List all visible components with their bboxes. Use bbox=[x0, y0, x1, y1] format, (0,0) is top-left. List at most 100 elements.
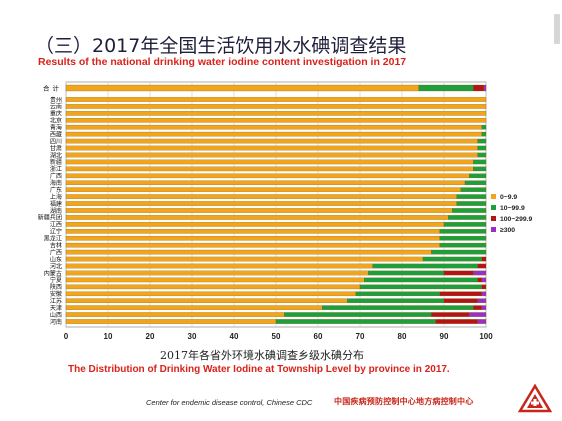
bar-segment bbox=[65, 312, 285, 317]
cdc-logo-icon bbox=[517, 384, 553, 413]
y-category-label: 浙江 bbox=[50, 165, 62, 173]
y-category-label: 合计 bbox=[43, 83, 62, 92]
bar-segment bbox=[65, 194, 457, 199]
bar-segment bbox=[481, 256, 487, 262]
x-tick-label: 60 bbox=[314, 332, 323, 341]
bar-segment bbox=[65, 277, 365, 283]
chart-caption-en: The Distribution of Drinking Water Iodin… bbox=[68, 364, 450, 375]
bar-segment bbox=[443, 222, 487, 227]
bar-segment bbox=[65, 298, 348, 303]
legend-swatch bbox=[491, 205, 496, 210]
bar-segment bbox=[372, 263, 478, 269]
bar-segment bbox=[439, 235, 487, 241]
x-tick-label: 90 bbox=[440, 332, 449, 341]
y-category-label: 吉林 bbox=[50, 241, 62, 249]
bar-segment bbox=[435, 319, 478, 324]
y-category-label: 内蒙古 bbox=[44, 269, 62, 277]
bar-segment bbox=[481, 284, 487, 290]
bar-segment bbox=[65, 222, 445, 227]
bar-segment bbox=[439, 229, 487, 234]
y-category-label: 西藏 bbox=[50, 130, 62, 138]
y-category-label: 山西 bbox=[50, 311, 62, 319]
bar-segment bbox=[322, 305, 474, 310]
bar-segment bbox=[65, 166, 474, 172]
page-subtitle: Results of the national drinking water i… bbox=[38, 56, 407, 68]
y-category-label: 天津 bbox=[50, 304, 62, 312]
y-category-label: 陕西 bbox=[50, 283, 62, 291]
y-category-label: 四川 bbox=[50, 138, 62, 145]
bar-segment bbox=[65, 291, 356, 297]
footer-institution-cn: 中国疾病预防控制中心地方病控制中心 bbox=[334, 397, 474, 406]
y-category-label: 河南 bbox=[50, 318, 62, 326]
bar-segment bbox=[477, 138, 487, 144]
bar-segment bbox=[473, 84, 485, 92]
bar-segment bbox=[473, 270, 487, 276]
y-category-label: 青海 bbox=[50, 124, 62, 132]
x-tick-label: 20 bbox=[146, 332, 155, 341]
legend-label: 0~9.9 bbox=[500, 194, 517, 201]
bar-segment bbox=[65, 305, 323, 310]
bar-segment bbox=[481, 305, 487, 310]
y-category-label: 宁夏 bbox=[50, 276, 62, 284]
bar-segment bbox=[65, 187, 461, 192]
bar-segment bbox=[65, 235, 440, 241]
bar-segment bbox=[65, 124, 482, 130]
y-category-label: 河北 bbox=[50, 262, 62, 270]
x-tick-label: 100 bbox=[479, 332, 493, 341]
bar-segment bbox=[65, 159, 474, 165]
legend-swatch bbox=[491, 194, 496, 199]
x-tick-label: 30 bbox=[188, 332, 197, 341]
bar-segment bbox=[443, 270, 474, 276]
y-category-label: 海南 bbox=[50, 179, 62, 187]
bar-segment bbox=[347, 298, 445, 303]
legend-label: 10~99.9 bbox=[500, 205, 525, 212]
bar-segment bbox=[422, 256, 482, 262]
bar-segment bbox=[65, 173, 470, 179]
bar-segment bbox=[469, 173, 487, 179]
bar-segment bbox=[431, 312, 470, 317]
legend-label: ≥300 bbox=[500, 227, 515, 234]
x-tick-label: 70 bbox=[356, 332, 365, 341]
y-category-label: 湖北 bbox=[50, 151, 62, 159]
bar-segment bbox=[65, 215, 449, 220]
chart-caption-cn: 2017年各省外环境水碘调查乡级水碘分布 bbox=[160, 349, 364, 362]
bar-segment bbox=[460, 187, 487, 192]
bar-segment bbox=[448, 215, 487, 220]
bar-segment bbox=[65, 84, 419, 92]
bar-segment bbox=[65, 256, 424, 262]
x-tick-label: 40 bbox=[230, 332, 239, 341]
bar-segment bbox=[65, 131, 482, 137]
bar-segment bbox=[65, 270, 369, 276]
bar-segment bbox=[439, 291, 482, 297]
y-category-label: 湖南 bbox=[50, 207, 62, 215]
y-category-label: 江苏 bbox=[50, 297, 62, 305]
y-category-label: 山东 bbox=[50, 255, 62, 263]
bar-segment bbox=[65, 145, 478, 151]
bar-segment bbox=[456, 194, 487, 199]
bar-segment bbox=[284, 312, 432, 317]
y-category-label: 北京 bbox=[50, 117, 62, 125]
bar-segment bbox=[65, 284, 361, 290]
bar-segment bbox=[65, 208, 453, 213]
y-category-label: 重庆 bbox=[50, 110, 62, 118]
bar-segment bbox=[431, 249, 487, 255]
legend-swatch bbox=[491, 216, 496, 221]
x-tick-label: 10 bbox=[104, 332, 113, 341]
bar-segment bbox=[481, 291, 487, 297]
y-category-label: 江西 bbox=[50, 222, 62, 229]
bar-segment bbox=[65, 111, 487, 116]
x-tick-label: 80 bbox=[398, 332, 407, 341]
bar-segment bbox=[443, 298, 478, 303]
bar-segment bbox=[275, 319, 436, 324]
bar-segment bbox=[481, 124, 487, 130]
bar-segment bbox=[65, 138, 478, 144]
y-category-label: 甘肃 bbox=[50, 144, 62, 152]
y-category-label: 云南 bbox=[50, 103, 62, 111]
y-category-label: 安徽 bbox=[50, 290, 62, 298]
bar-segment bbox=[477, 263, 487, 269]
bar-segment bbox=[477, 298, 487, 303]
y-category-label: 贵州 bbox=[50, 96, 62, 104]
scrollbar-strip[interactable] bbox=[554, 14, 560, 44]
